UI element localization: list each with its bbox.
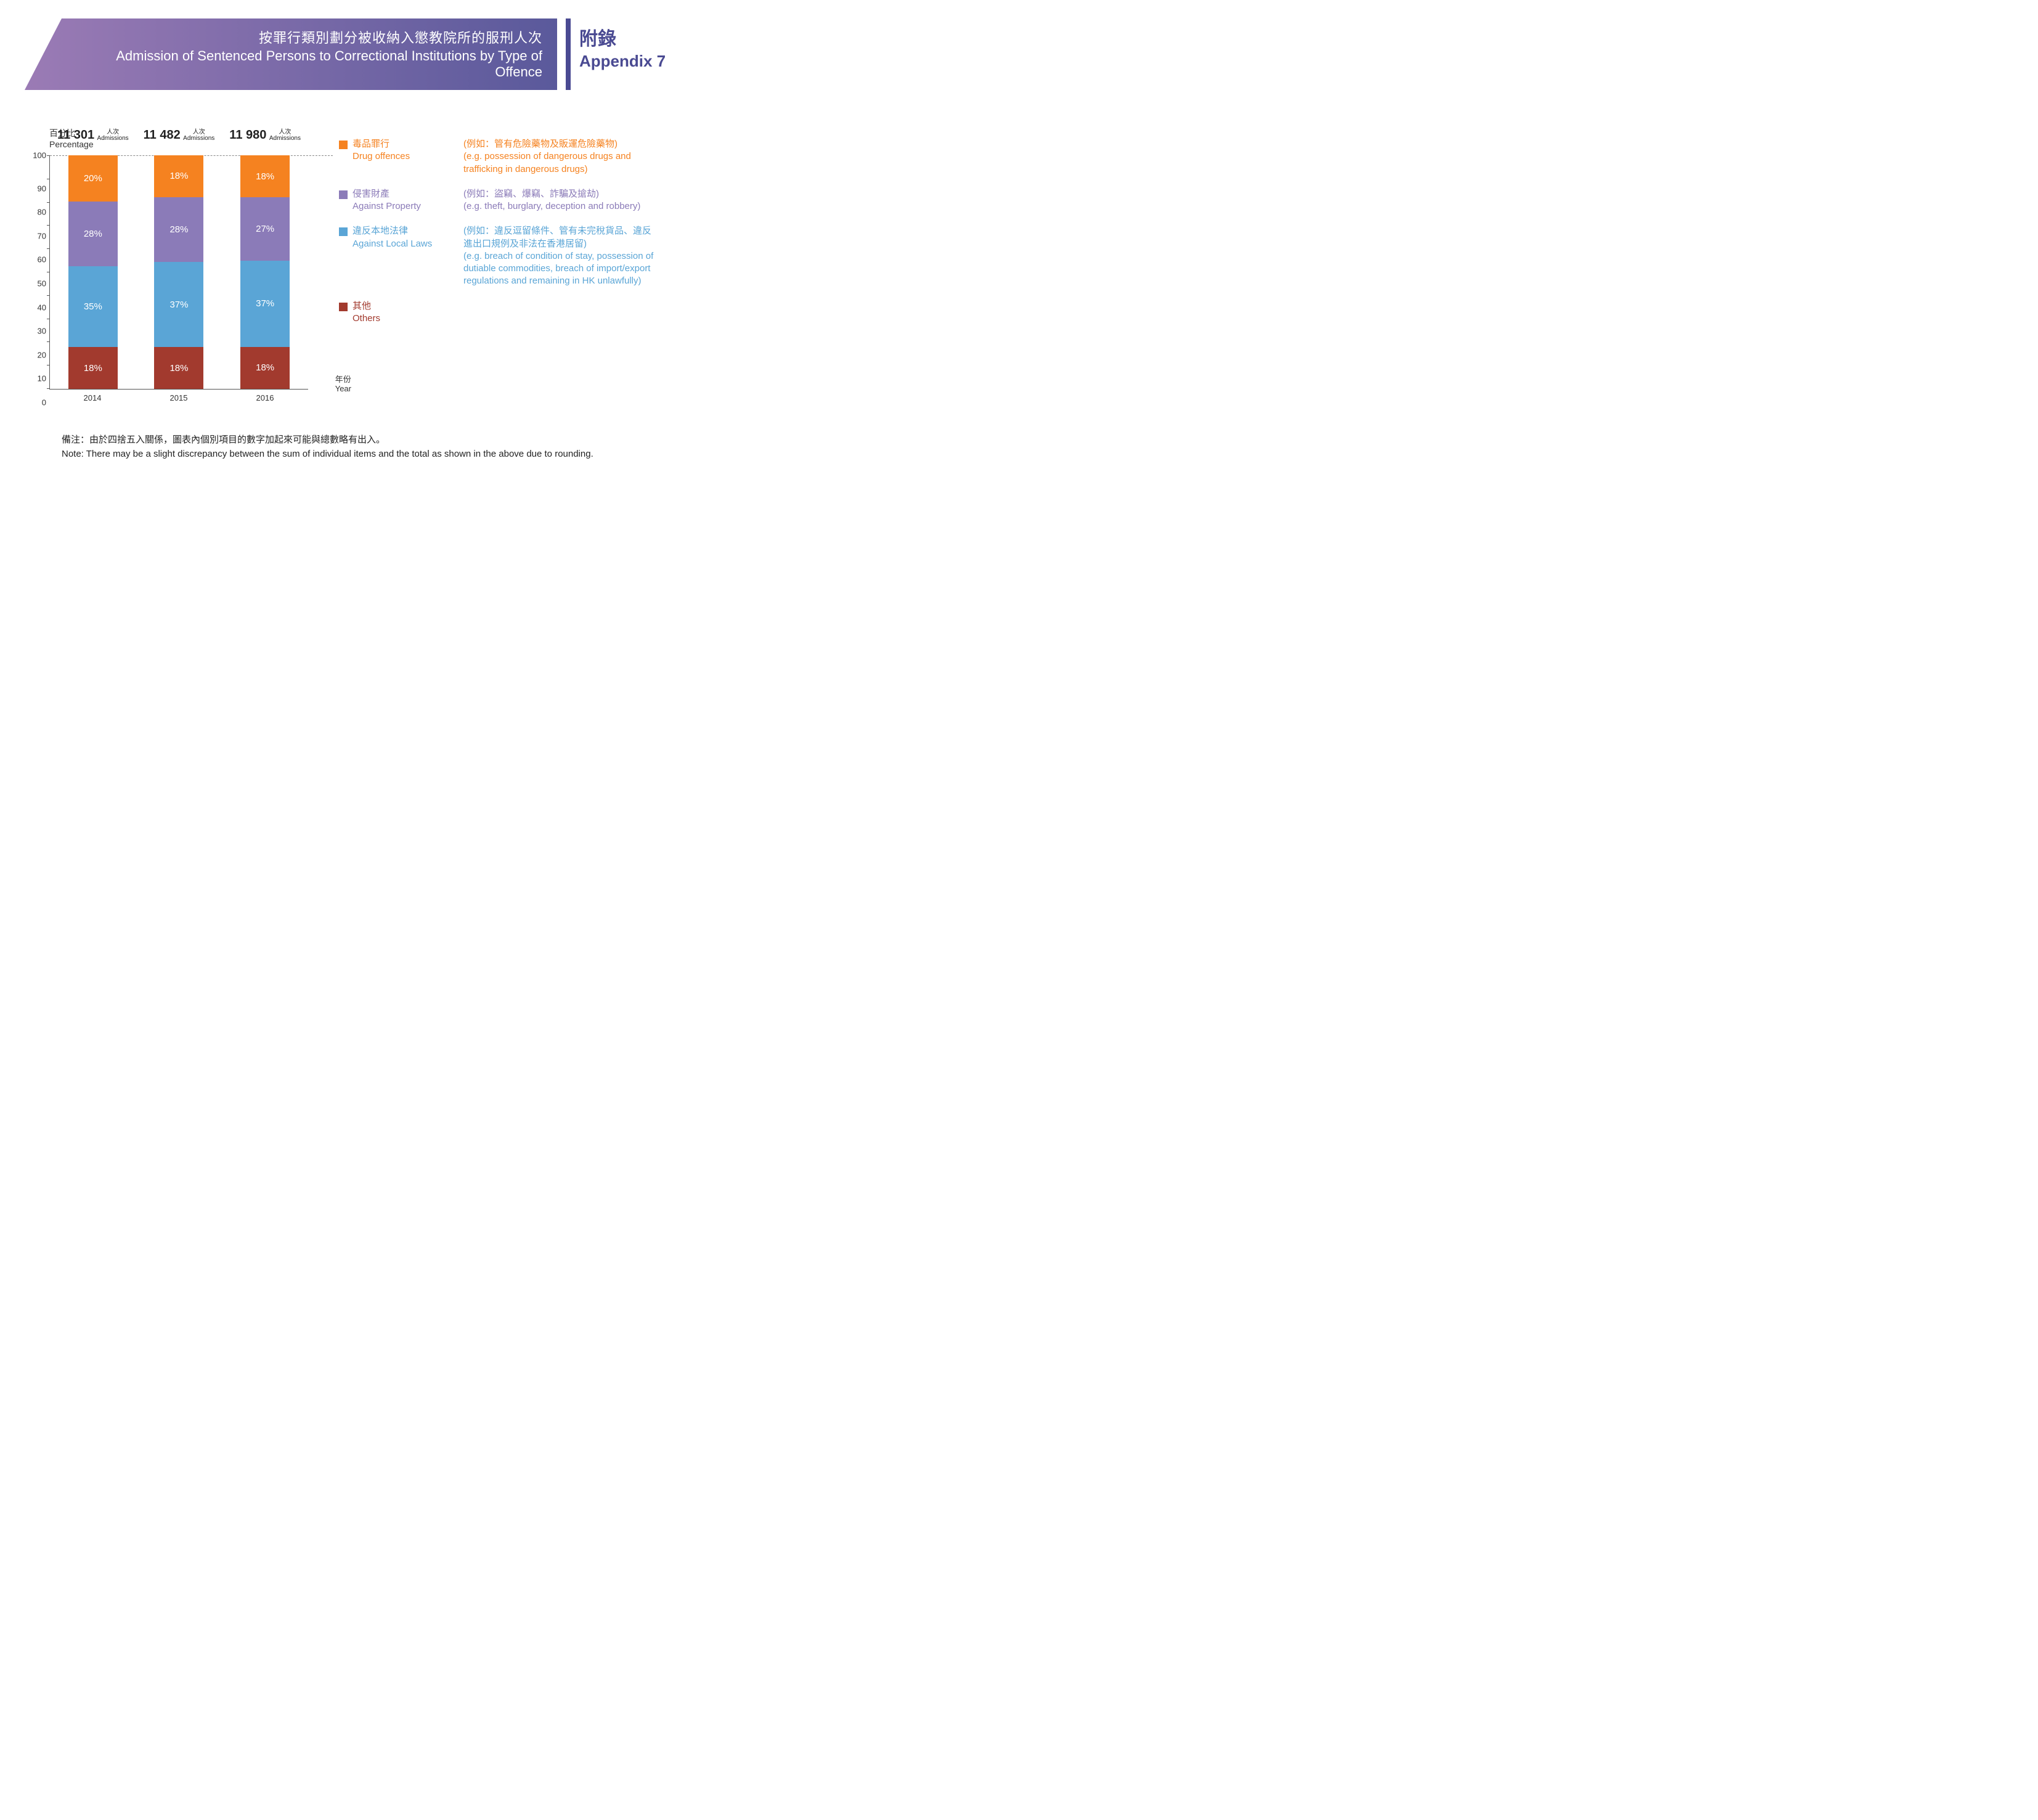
bar-segment-local: 35% [68,266,118,347]
legend-main-label: 侵害財產Against Property [353,188,445,213]
bar-segment-others: 18% [240,347,290,389]
y-tick: 40 [28,303,46,312]
bar-total-label: 11 980 人次Admissions [229,128,301,142]
legend-text: 違反本地法律Against Local Laws (例如：違反逗留條件、管有未完稅… [353,225,654,287]
y-tick: 80 [28,208,46,217]
y-tick: 60 [28,255,46,264]
bar-segment-property: 28% [154,197,203,262]
plot: 11 301 人次Admissions18%35%28%20% 11 482 人次… [49,155,308,390]
bars-group: 11 301 人次Admissions18%35%28%20% 11 482 人次… [50,155,308,389]
bar-segment-property: 28% [68,202,118,266]
legend-description: (例如：管有危險藥物及販運危險藥物)(e.g. possession of da… [463,138,654,176]
legend-swatch [339,141,348,149]
legend-description: (例如：違反逗留條件、管有未完稅貨品、違反進出口規例及非法在香港居留)(e.g.… [463,225,654,287]
legend-row-local: 違反本地法律Against Local Laws (例如：違反逗留條件、管有未完稅… [339,225,654,287]
bar-total-label: 11 301 人次Admissions [57,128,129,142]
bar-segment-drug: 18% [154,155,203,197]
x-tick: 2016 [240,393,290,402]
bar-segment-property: 27% [240,197,290,260]
legend-text: 其他Others [353,300,445,325]
x-axis-label: 年份 Year [335,375,351,394]
note-zh: 備注：由於四捨五入關係，圖表內個別項目的數字加起來可能與總數略有出入。 [62,433,690,447]
bar-segment-others: 18% [154,347,203,389]
header-banner: 按罪行類別劃分被收納入懲教院所的服刑人次 Admission of Senten… [25,18,690,90]
appendix-en: Appendix 7 [579,52,684,71]
header-divider [566,18,571,90]
y-axis-ticks: 1009080706050403020100 [28,155,46,402]
y-tick: 0 [28,398,46,407]
bar-total-label: 11 482 人次Admissions [144,128,215,142]
y-tick: 20 [28,350,46,359]
header-title-zh: 按罪行類別劃分被收納入懲教院所的服刑人次 [74,27,542,47]
appendix-block: 附錄 Appendix 7 [579,18,690,90]
legend-row-property: 侵害財產Against Property (例如：盜竊、爆竊、詐騙及搶劫)(e.g… [339,188,654,213]
y-tick: 10 [28,374,46,383]
legend-text: 侵害財產Against Property (例如：盜竊、爆竊、詐騙及搶劫)(e.g… [353,188,640,213]
plot-area: 1009080706050403020100 11 301 人次Admissio… [49,155,308,402]
legend-swatch [339,227,348,236]
legend-main-label: 毒品罪行Drug offences [353,138,445,176]
bar-segment-drug: 20% [68,155,118,202]
bar-column: 11 482 人次Admissions18%37%28%18% [154,155,203,389]
y-tick: 70 [28,231,46,240]
x-tick: 2014 [68,393,117,402]
legend-description: (例如：盜竊、爆竊、詐騙及搶劫)(e.g. theft, burglary, d… [463,188,640,213]
x-tick: 2015 [154,393,203,402]
y-tick: 90 [28,184,46,193]
bar-segment-others: 18% [68,347,118,389]
legend-row-others: 其他Others [339,300,654,325]
bar-column: 11 980 人次Admissions18%37%27%18% [240,155,290,389]
y-tick: 30 [28,327,46,336]
bar-segment-local: 37% [240,261,290,347]
legend-text: 毒品罪行Drug offences (例如：管有危險藥物及販運危險藥物)(e.g.… [353,138,654,176]
x-axis-label-en: Year [335,384,351,394]
legend-swatch [339,303,348,311]
x-axis-ticks: 2014 2015 2016 [49,393,308,402]
bar-column: 11 301 人次Admissions18%35%28%20% [68,155,118,389]
appendix-zh: 附錄 [579,23,684,51]
note-block: 備注：由於四捨五入關係，圖表內個別項目的數字加起來可能與總數略有出入。 Note… [62,433,690,461]
chart-container: 百分比 Percentage 1009080706050403020100 11… [49,127,690,402]
chart-left-block: 百分比 Percentage 1009080706050403020100 11… [49,127,308,402]
bar-segment-drug: 18% [240,155,290,197]
header-title-block: 按罪行類別劃分被收納入懲教院所的服刑人次 Admission of Senten… [25,18,557,90]
note-en: Note: There may be a slight discrepancy … [62,447,690,462]
y-tick: 50 [28,279,46,288]
legend-swatch [339,190,348,199]
legend-row-drug: 毒品罪行Drug offences (例如：管有危險藥物及販運危險藥物)(e.g.… [339,138,654,176]
header-title-en: Admission of Sentenced Persons to Correc… [74,48,542,80]
bar-segment-local: 37% [154,262,203,348]
legend: 毒品罪行Drug offences (例如：管有危險藥物及販運危險藥物)(e.g.… [339,127,654,337]
legend-main-label: 其他Others [353,300,445,325]
y-tick: 100 [28,151,46,160]
legend-main-label: 違反本地法律Against Local Laws [353,225,445,287]
x-axis-label-zh: 年份 [335,375,351,385]
